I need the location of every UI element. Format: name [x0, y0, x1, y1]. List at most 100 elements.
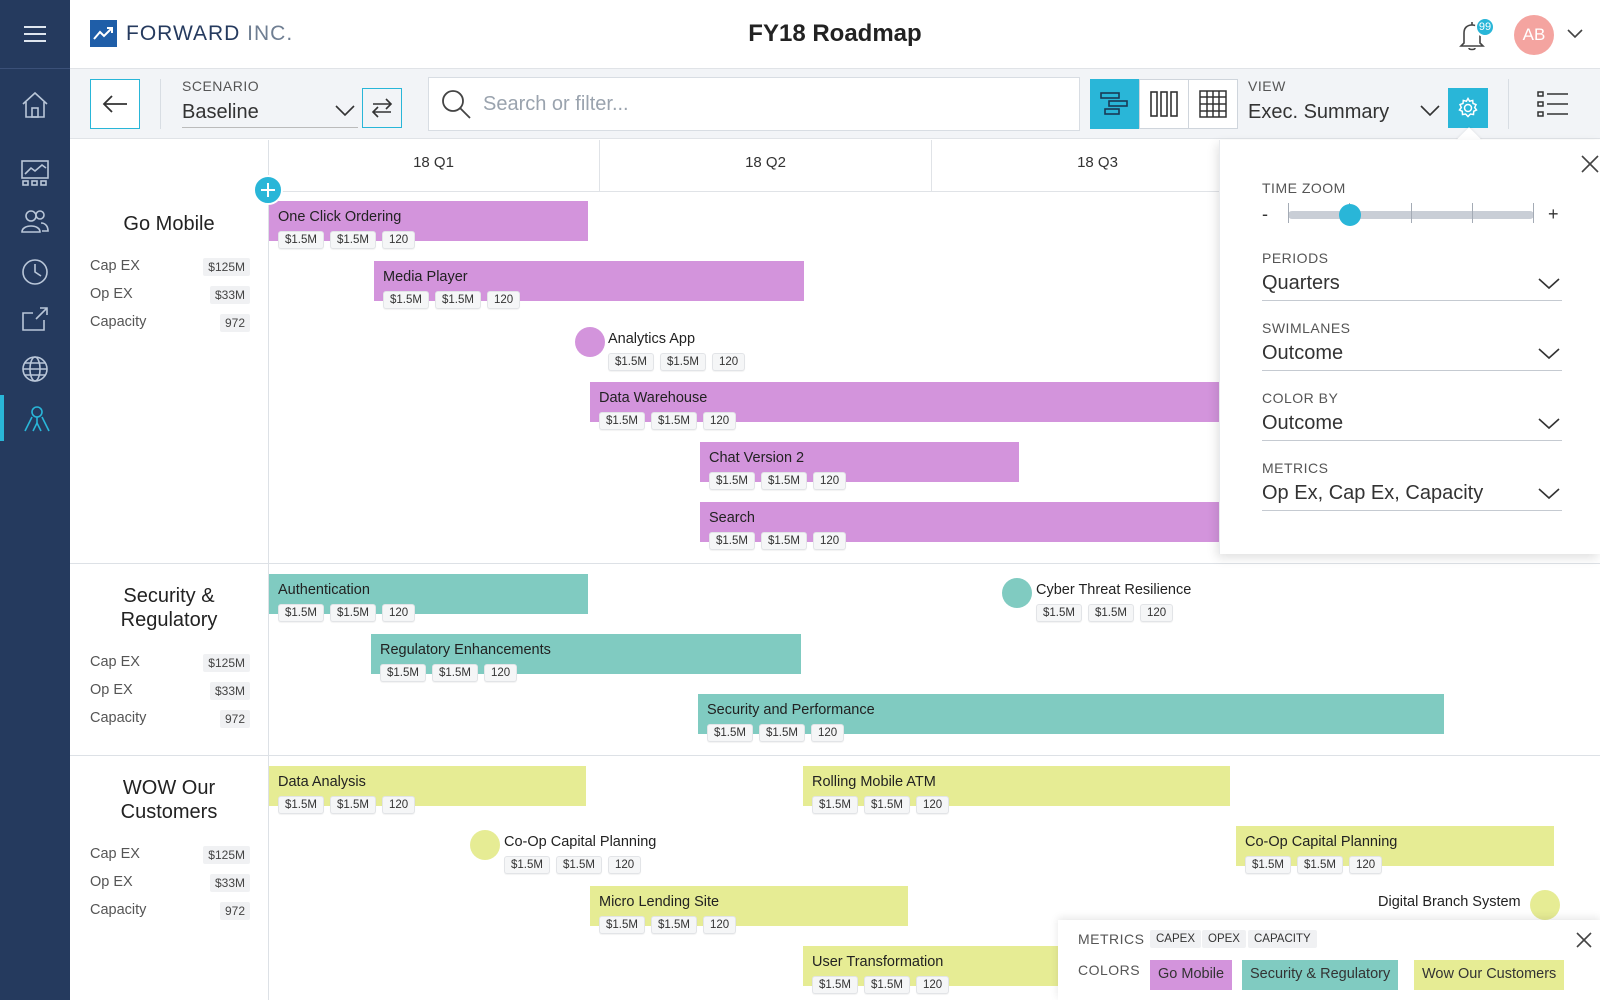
periods-select[interactable]: Quarters: [1262, 272, 1340, 294]
close-icon[interactable]: [1578, 152, 1600, 176]
gantt-view-button[interactable]: [1090, 79, 1140, 129]
item-name: Authentication: [278, 582, 370, 598]
roadmap-item-bar[interactable]: Media Player $1.5M $1.5M 120: [374, 261, 804, 309]
milestone-marker[interactable]: [1002, 578, 1032, 608]
item-name: User Transformation: [812, 954, 944, 970]
clock-icon[interactable]: [0, 250, 70, 294]
opex-chip: $1.5M: [329, 796, 376, 814]
search-input[interactable]: [483, 92, 1043, 116]
metric-opex: Op EX $33M: [90, 286, 250, 308]
roadmap-item-bar[interactable]: Security and Performance $1.5M $1.5M 120: [698, 694, 1444, 742]
chevron-down-icon[interactable]: [1420, 104, 1440, 122]
capacity-chip: 120: [381, 796, 416, 814]
milestone-marker[interactable]: [1530, 890, 1560, 920]
roadmap-item-bar[interactable]: Rolling Mobile ATM $1.5M $1.5M 120: [803, 766, 1230, 814]
grid-view-button[interactable]: [1188, 79, 1238, 129]
milestone-marker[interactable]: [575, 327, 605, 357]
capex-chip: $1.5M: [278, 604, 324, 622]
team-icon[interactable]: [0, 199, 70, 243]
opex-chip: $1.5M: [1087, 604, 1134, 622]
opex-chip: $1.5M: [329, 231, 376, 249]
swimlane-title: WOW Our Customers: [120, 777, 218, 823]
roadmap-item-bar[interactable]: Chat Version 2 $1.5M $1.5M 120: [700, 442, 1019, 490]
select-underline: [1262, 370, 1562, 371]
select-underline: [1262, 300, 1562, 301]
toolbar: SCENARIO Baseline VIEW Exec. Summary: [70, 69, 1600, 139]
roadmap-item-bar[interactable]: Micro Lending Site $1.5M $1.5M 120: [590, 886, 908, 934]
swap-scenario-button[interactable]: [362, 88, 402, 128]
metric-opex: Op EX $33M: [90, 874, 250, 896]
swimlane-divider: [70, 755, 1600, 756]
divider: [1508, 79, 1509, 129]
roadmap-item-bar[interactable]: Data Analysis $1.5M $1.5M 120: [269, 766, 586, 814]
roadmap-item-bar[interactable]: Authentication $1.5M $1.5M 120: [269, 574, 588, 622]
chevron-down-icon[interactable]: [1538, 487, 1560, 505]
opex-chip: $1.5M: [650, 412, 697, 430]
legend-metrics-label: METRICS: [1078, 931, 1145, 947]
chevron-down-icon[interactable]: [1538, 417, 1560, 435]
scenario-select[interactable]: Baseline: [182, 101, 259, 123]
menu-icon[interactable]: [0, 0, 70, 69]
metric-capacity: Capacity 972: [90, 314, 250, 336]
milestone-name: Analytics App: [608, 331, 696, 347]
opex-chip: $1.5M: [758, 724, 805, 742]
export-icon[interactable]: [0, 297, 70, 341]
add-item-button[interactable]: [253, 175, 283, 205]
zoom-in-button[interactable]: +: [1548, 204, 1559, 224]
milestone-marker[interactable]: [470, 830, 500, 860]
user-avatar[interactable]: AB: [1514, 15, 1554, 55]
view-label: VIEW: [1248, 78, 1286, 94]
zoom-out-button[interactable]: -: [1262, 204, 1268, 224]
colorby-select[interactable]: Outcome: [1262, 412, 1344, 434]
roadmap-item-bar[interactable]: Co-Op Capital Planning $1.5M $1.5M 120: [1236, 826, 1554, 874]
swimlanes-select[interactable]: Outcome: [1262, 342, 1344, 364]
item-name: Security and Performance: [707, 702, 875, 718]
column-view-button[interactable]: [1139, 79, 1189, 129]
slider-tick: [1533, 203, 1534, 223]
capex-chip: $1.5M: [599, 916, 645, 934]
capacity-chip: 120: [483, 664, 518, 682]
divider: [160, 79, 161, 129]
capex-chip: $1.5M: [1245, 856, 1291, 874]
chevron-down-icon[interactable]: [335, 104, 355, 122]
capex-chip: $1.5M: [608, 353, 654, 371]
list-view-button[interactable]: [1528, 79, 1578, 129]
chevron-down-icon[interactable]: [1538, 347, 1560, 365]
timeline-header: 18 Q1 18 Q2 18 Q3: [268, 140, 1600, 192]
roadmap-item-bar[interactable]: Search $1.5M $1.5M 120: [700, 502, 1220, 550]
capacity-chip: 120: [810, 724, 845, 742]
item-name: Data Analysis: [278, 774, 366, 790]
view-settings-button[interactable]: [1448, 88, 1488, 128]
roadmap-icon[interactable]: [0, 395, 70, 441]
slider-thumb[interactable]: [1338, 204, 1361, 226]
view-select[interactable]: Exec. Summary: [1248, 101, 1390, 123]
metric-capacity: Capacity 972: [90, 902, 250, 924]
chevron-down-icon[interactable]: [1567, 26, 1583, 44]
legend-panel: METRICS CAPEX OPEX CAPACITY COLORS Go Mo…: [1058, 920, 1600, 1000]
analytics-icon[interactable]: [0, 151, 70, 195]
select-underline: [1262, 510, 1562, 511]
item-name: Regulatory Enhancements: [380, 642, 551, 658]
globe-icon[interactable]: [0, 347, 70, 391]
roadmap-item-bar[interactable]: Data Warehouse $1.5M $1.5M 120: [590, 382, 1220, 430]
capacity-chip: 120: [381, 231, 416, 249]
capacity-chip: 120: [711, 353, 746, 371]
metrics-select[interactable]: Op Ex, Cap Ex, Capacity: [1262, 482, 1484, 504]
back-button[interactable]: [90, 79, 140, 129]
search-box[interactable]: [428, 77, 1080, 131]
roadmap-item-bar[interactable]: One Click Ordering $1.5M $1.5M 120: [269, 201, 588, 249]
opex-chip: $1.5M: [329, 604, 376, 622]
swimlane-title: Security & Regulatory: [120, 585, 218, 631]
capex-chip: $1.5M: [599, 412, 645, 430]
roadmap-item-bar[interactable]: User Transformation $1.5M $1.5M 120: [803, 946, 1063, 994]
legend-metric-tag: CAPEX: [1150, 930, 1201, 948]
brand-logo[interactable]: FORWARD INC.: [90, 20, 293, 47]
close-icon[interactable]: [1574, 930, 1594, 950]
opex-chip: $1.5M: [863, 796, 910, 814]
capacity-chip: 120: [486, 291, 521, 309]
chevron-down-icon[interactable]: [1538, 277, 1560, 295]
capex-chip: $1.5M: [812, 796, 858, 814]
metric-capacity: Capacity 972: [90, 710, 250, 732]
roadmap-item-bar[interactable]: Regulatory Enhancements $1.5M $1.5M 120: [371, 634, 801, 682]
home-icon[interactable]: [0, 83, 70, 127]
